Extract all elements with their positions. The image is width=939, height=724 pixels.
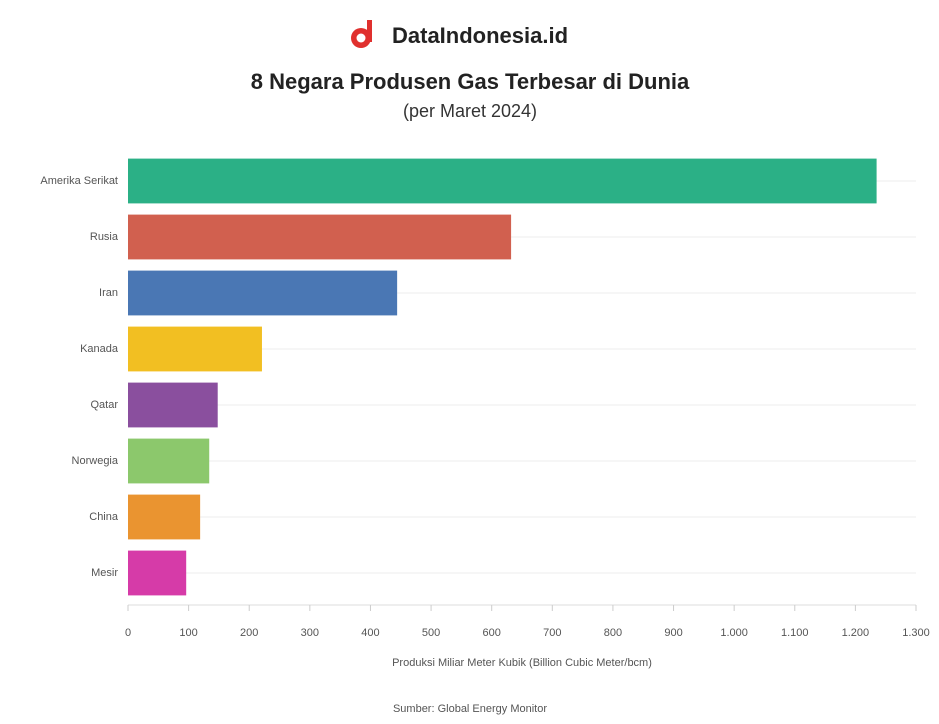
bar — [128, 550, 187, 596]
x-tick-label: 1.300 — [902, 627, 930, 639]
chart-subtitle: (per Maret 2024) — [403, 101, 537, 121]
x-tick-label: 500 — [422, 627, 440, 639]
bar — [128, 214, 512, 260]
x-tick-label: 0 — [125, 627, 131, 639]
x-tick-label: 900 — [664, 627, 682, 639]
bar — [128, 326, 262, 372]
x-tick-label: 100 — [179, 627, 197, 639]
bar — [128, 494, 201, 540]
x-tick-label: 1.100 — [781, 627, 809, 639]
y-tick-label: Norwegia — [72, 455, 119, 467]
x-axis-label: Produksi Miliar Meter Kubik (Billion Cub… — [392, 657, 652, 669]
x-tick-label: 300 — [301, 627, 319, 639]
y-tick-label: Rusia — [90, 231, 119, 243]
x-tick-label: 1.200 — [842, 627, 870, 639]
brand: DataIndonesia.id — [392, 23, 568, 48]
y-tick-label: Mesir — [91, 567, 118, 579]
x-tick-label: 400 — [361, 627, 379, 639]
y-tick-label: Qatar — [90, 399, 118, 411]
y-tick-label: Kanada — [80, 343, 119, 355]
y-tick-label: Amerika Serikat — [40, 175, 118, 187]
y-tick-label: Iran — [99, 287, 118, 299]
x-tick-label: 600 — [483, 627, 501, 639]
chart-title: 8 Negara Produsen Gas Terbesar di Dunia — [251, 69, 690, 94]
bar — [128, 382, 218, 428]
source: Sumber: Global Energy Monitor — [393, 703, 547, 715]
bar — [128, 438, 210, 484]
x-tick-label: 1.000 — [720, 627, 748, 639]
y-tick-label: China — [89, 511, 119, 523]
bar — [128, 270, 398, 316]
x-tick-label: 200 — [240, 627, 258, 639]
x-tick-label: 700 — [543, 627, 561, 639]
x-tick-label: 800 — [604, 627, 622, 639]
bar — [128, 158, 877, 204]
logo — [351, 20, 372, 48]
